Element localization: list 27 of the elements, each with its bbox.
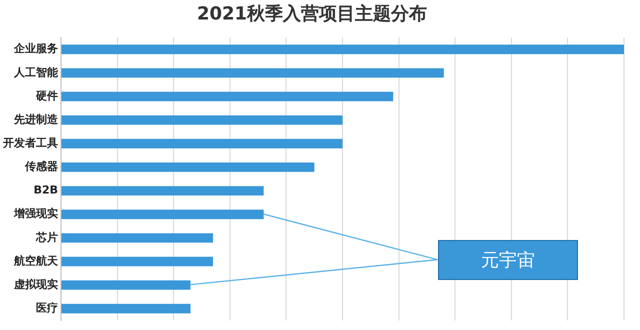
y-tick-label: 企业服务 [13,42,58,56]
annotation: 元宇宙 [438,240,578,280]
y-tick-label: 先进制造 [13,112,59,126]
bar [62,44,624,54]
y-tick-label: 传感器 [24,160,58,174]
bar [62,92,394,102]
bar [62,186,264,196]
y-tick-label: 医疗 [36,301,58,314]
y-tick-label: 增强现实 [13,207,58,220]
bar [62,138,342,148]
bar [62,280,190,290]
y-tick-label: 人工智能 [13,66,59,79]
y-tick-label: 硬件 [35,89,58,102]
bar [62,162,314,172]
chart-title: 2021秋季入营项目主题分布 [196,3,428,24]
bar [62,210,264,220]
callout: 元宇宙 [189,213,579,286]
y-tick-label: 航空航天 [13,254,59,268]
y-tick-label: 芯片 [35,230,58,244]
y-tick-label: 虚拟现实 [13,278,58,291]
bar [62,115,342,125]
bar [62,233,214,243]
bar [62,68,444,78]
bar [62,304,190,314]
y-tick-label: B2B [34,184,58,197]
bar [62,256,214,266]
y-tick-label: 开发者工具 [2,136,58,150]
